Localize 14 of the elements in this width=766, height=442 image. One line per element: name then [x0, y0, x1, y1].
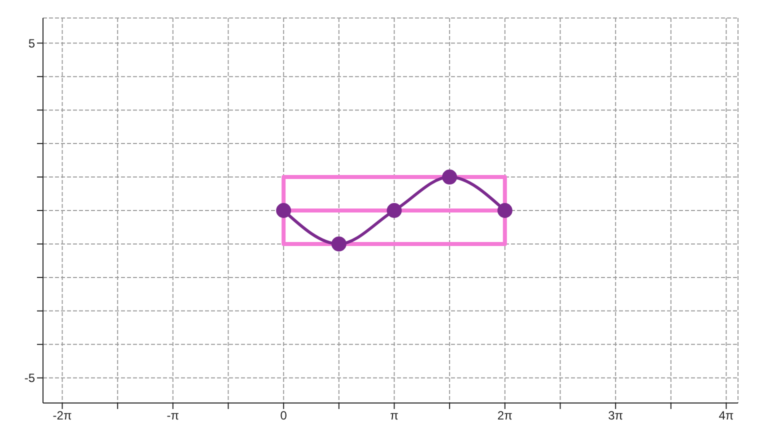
x-tick-label: 4π [718, 408, 734, 423]
point [386, 203, 402, 218]
point [497, 203, 512, 218]
x-tick-label: 0 [280, 408, 288, 423]
x-tick-label: π [390, 408, 398, 423]
x-tick-label: -π [166, 408, 180, 423]
x-tick-label: -2π [52, 408, 72, 423]
x-tick-label: 3π [608, 408, 624, 423]
x-tick-label: 2π [497, 408, 512, 423]
point [331, 236, 346, 252]
y-tick-label: 5 [28, 36, 36, 50]
point [276, 203, 292, 218]
point [442, 170, 458, 185]
y-tick-label: -5 [24, 371, 36, 386]
